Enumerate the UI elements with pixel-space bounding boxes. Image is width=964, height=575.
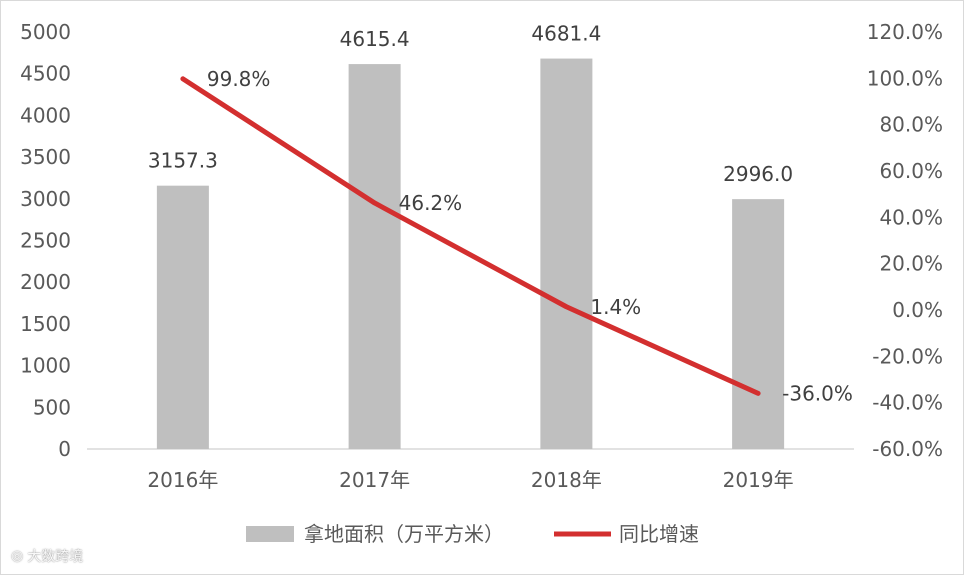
axes-layer: 0 500 1000 1500 2000 2500 3000 3500 4000 4500 5000… (20, 20, 943, 492)
y-left-tick-label: 0 (58, 437, 71, 461)
bar-data-label: 4681.4 (531, 22, 601, 46)
line-data-label: 99.8% (207, 67, 271, 91)
y-right-tick-label: 80.0% (879, 113, 943, 137)
legend: 拿地面积（万平方米） 同比增速 (246, 522, 699, 546)
line-layer (180, 76, 761, 396)
x-tick-label: 2017年 (339, 468, 410, 492)
legend-bar-label: 拿地面积（万平方米） (304, 522, 504, 546)
watermark-logo-icon: ◎ (11, 548, 24, 564)
bar (348, 64, 401, 450)
watermark: ◎ 大数跨境 (11, 546, 83, 566)
y-right-tick-label: 0.0% (892, 298, 943, 322)
y-left-tick-label: 500 (33, 395, 71, 419)
watermark-text: 大数跨境 (27, 549, 84, 565)
y-right-tick-label: -40.0% (872, 391, 943, 415)
line-data-label: 46.2% (399, 191, 463, 215)
legend-bar-swatch (246, 526, 294, 542)
labels-layer: 3157.3 4615.4 4681.4 2996.0 99.8% 46.2% 1.4% -3… (148, 22, 853, 406)
bar (156, 185, 209, 449)
x-tick-label: 2019年 (723, 468, 794, 492)
line-data-label: -36.0% (782, 381, 853, 405)
y-left-tick-label: 2000 (20, 270, 71, 294)
y-left-tick-label: 3000 (20, 187, 71, 211)
bars-layer (156, 58, 785, 450)
line-data-label: 1.4% (590, 295, 641, 319)
y-left-tick-label: 1500 (20, 312, 71, 336)
x-tick-label: 2018年 (531, 468, 602, 492)
bar (540, 58, 593, 450)
x-tick-label: 2016年 (147, 468, 218, 492)
y-right-tick-label: 20.0% (879, 252, 943, 276)
y-left-tick-label: 5000 (20, 20, 71, 44)
bar (732, 199, 785, 449)
y-left-tick-label: 4500 (20, 62, 71, 86)
y-right-tick-label: -20.0% (872, 344, 943, 368)
y-left-tick-label: 4000 (20, 103, 71, 127)
y-right-tick-label: 100.0% (867, 66, 943, 90)
legend-line-label: 同比增速 (619, 522, 699, 546)
y-right-tick-label: 120.0% (867, 20, 943, 44)
y-left-tick-label: 2500 (20, 229, 71, 253)
y-left-tick-label: 1000 (20, 354, 71, 378)
y-right-tick-label: 40.0% (879, 205, 943, 229)
growth-line (180, 76, 761, 396)
bar-data-label: 4615.4 (340, 27, 410, 51)
y-right-tick-label: -60.0% (872, 437, 943, 461)
bar-data-label: 3157.3 (148, 149, 218, 173)
y-left-tick-label: 3500 (20, 145, 71, 169)
y-right-tick-label: 60.0% (879, 159, 943, 183)
bar-data-label: 2996.0 (723, 162, 793, 186)
